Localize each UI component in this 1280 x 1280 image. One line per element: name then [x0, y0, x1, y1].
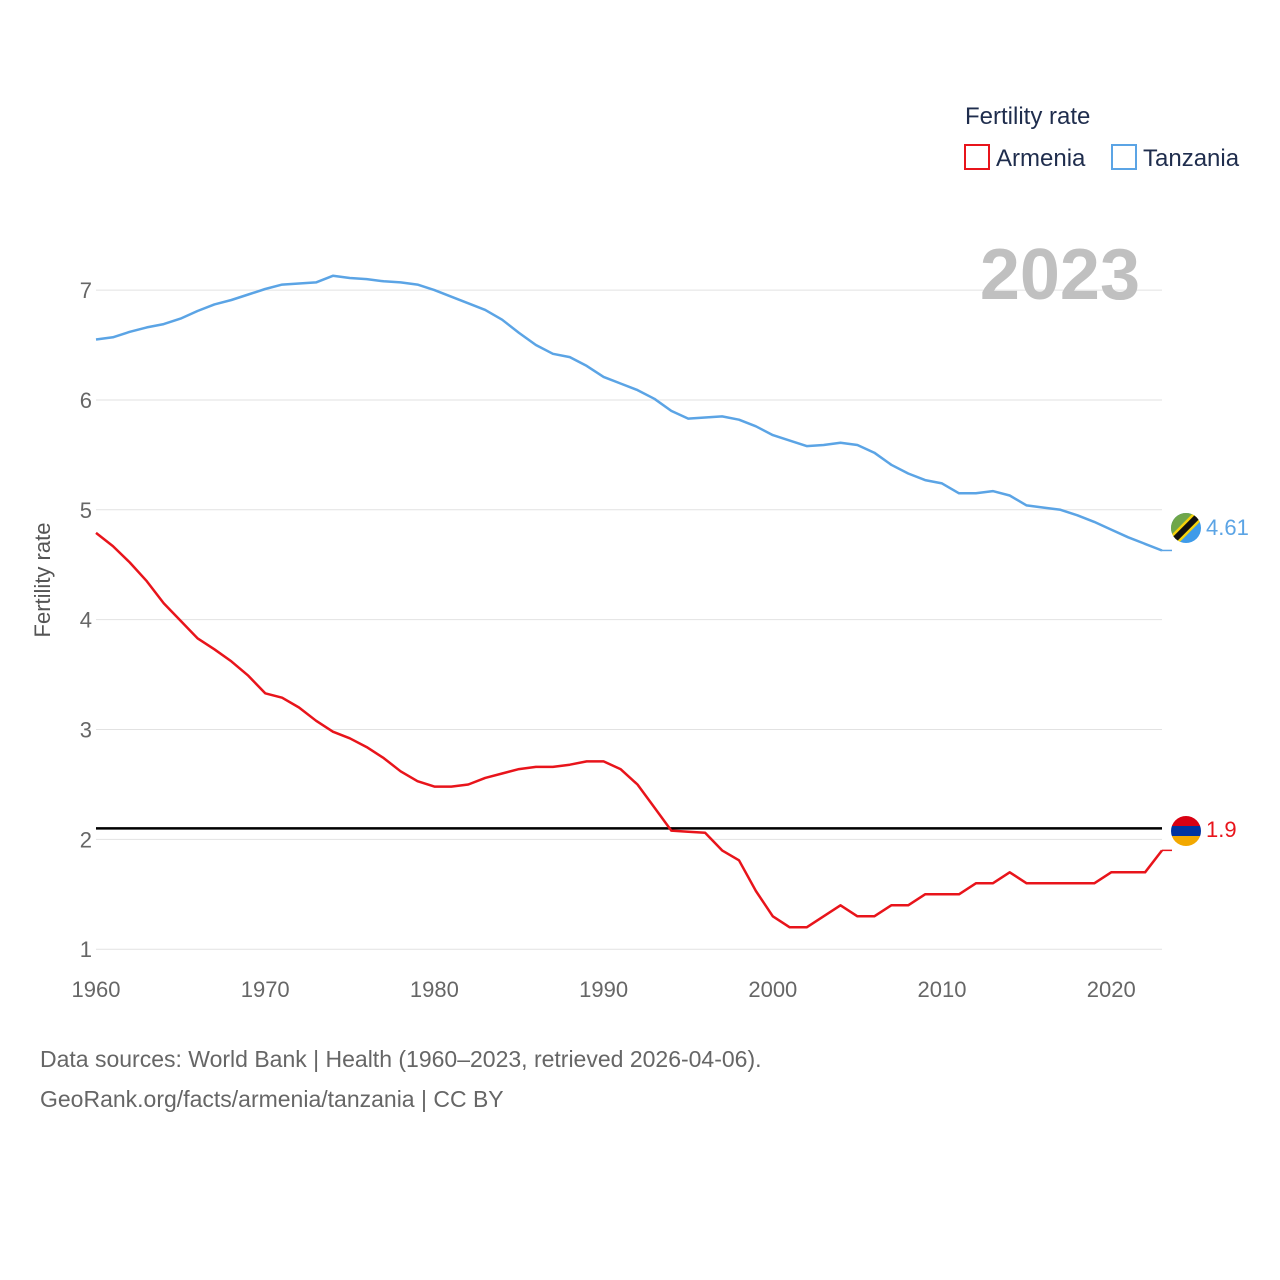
- fertility-chart: 1 2 3 4 5 6 7 1960 1970 1980 1990 2000 2010 2020 Fer…: [30, 103, 1249, 1002]
- year-label: 2023: [980, 235, 1140, 315]
- legend-item-armenia[interactable]: Armenia: [964, 144, 1086, 172]
- y-tick-label: 1: [80, 937, 92, 962]
- legend: Fertility rate Armenia Tanzania: [964, 103, 1240, 172]
- legend-swatch-armenia: [964, 144, 990, 170]
- y-tick-label: 6: [80, 388, 92, 413]
- x-tick-label: 2020: [1087, 977, 1136, 1002]
- legend-swatch-tanzania: [1111, 144, 1137, 170]
- footer-credit[interactable]: GeoRank.org/facts/armenia/tanzania | CC …: [40, 1086, 504, 1112]
- y-tick-label: 7: [80, 278, 92, 303]
- series-line-tanzania[interactable]: [95, 274, 1163, 552]
- x-tick-label: 2010: [918, 977, 967, 1002]
- series-lines: [95, 274, 1172, 929]
- x-tick-label: 1960: [72, 977, 121, 1002]
- y-tick-label: 3: [80, 718, 92, 743]
- end-label-tanzania: 4.61: [1206, 515, 1249, 540]
- armenia-flag-icon: [1171, 816, 1201, 846]
- y-tick-label: 4: [80, 608, 92, 633]
- legend-title: Fertility rate: [965, 103, 1090, 130]
- legend-label-tanzania: Tanzania: [1143, 145, 1240, 172]
- x-tick-label: 1990: [579, 977, 628, 1002]
- footer-sources: Data sources: World Bank | Health (1960–…: [40, 1046, 762, 1072]
- legend-label-armenia: Armenia: [996, 145, 1086, 172]
- x-axis-ticks: 1960 1970 1980 1990 2000 2010 2020: [72, 977, 1136, 1002]
- gridlines: [96, 289, 1162, 950]
- x-tick-label: 2000: [748, 977, 797, 1002]
- end-label-armenia: 1.9: [1206, 817, 1237, 842]
- tanzania-flag-icon: [1171, 513, 1201, 543]
- x-tick-label: 1980: [410, 977, 459, 1002]
- legend-item-tanzania[interactable]: Tanzania: [1111, 144, 1240, 172]
- y-tick-label: 2: [80, 827, 92, 852]
- x-tick-label: 1970: [241, 977, 290, 1002]
- y-axis-title: Fertility rate: [30, 523, 55, 638]
- y-axis-ticks: 1 2 3 4 5 6 7: [80, 278, 92, 962]
- y-tick-label: 5: [80, 498, 92, 523]
- series-line-armenia[interactable]: [95, 531, 1163, 929]
